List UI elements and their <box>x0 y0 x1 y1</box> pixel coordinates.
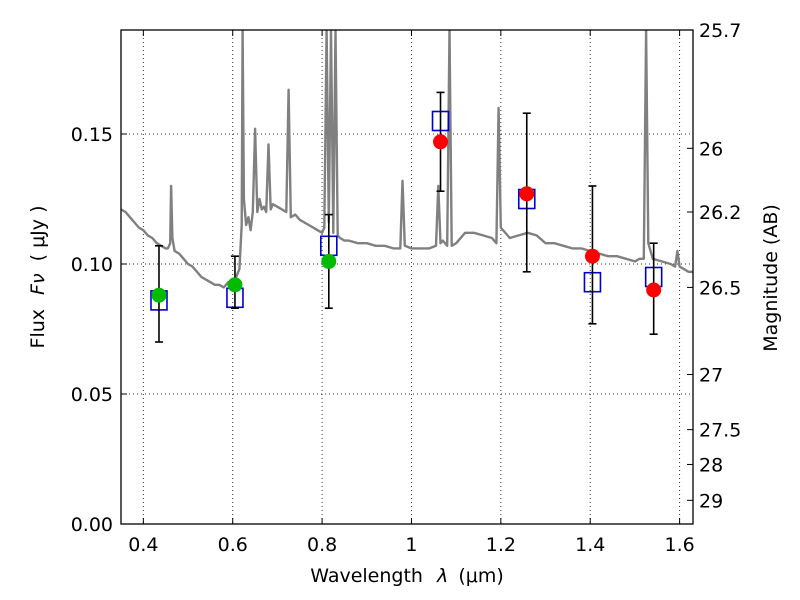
right-axis-title: Magnitude (AB) <box>760 204 782 352</box>
mag-tick-label: 25.7 <box>699 20 741 42</box>
spectrum-line <box>121 30 693 289</box>
plot-frame <box>120 29 694 525</box>
x-tick-label: 1.2 <box>486 534 516 556</box>
data-point <box>321 253 337 269</box>
x-axis-title-text: Wavelength <box>310 565 423 587</box>
mag-tick-label: 27 <box>699 365 723 387</box>
x-axis-title: Wavelength λ (μm) <box>310 565 503 587</box>
data-point <box>646 282 662 298</box>
mag-tick-label: 26 <box>699 138 723 160</box>
x-tick-label: 1 <box>405 534 417 556</box>
x-axis-title-unit: (μm) <box>458 565 503 587</box>
y-axis-title-text: Flux <box>27 309 49 349</box>
y-tick-label: 0.10 <box>71 254 113 276</box>
y-tick-label: 0.15 <box>71 124 113 146</box>
marker-layer <box>150 91 663 343</box>
x-axis-title-symbol: λ <box>436 565 448 587</box>
x-tick-label: 1.4 <box>575 534 605 556</box>
x-tick-label: 1.6 <box>664 534 694 556</box>
mag-tick-label: 26.2 <box>699 202 741 224</box>
x-tick-label: 0.8 <box>307 534 337 556</box>
y-axis-title: Flux Fν ( μJy ) <box>27 206 49 349</box>
grid-lines <box>121 30 693 525</box>
axis-ticks: 0.4 0.6 0.8 1 1.2 1.4 1.6 0.00 0.05 0.10 0.15 25.7 2… <box>71 20 742 556</box>
data-point <box>227 277 243 293</box>
mag-tick-label: 29 <box>699 490 723 512</box>
data-point <box>151 287 167 303</box>
mag-tick-label: 28 <box>699 454 723 476</box>
y-axis-title-unit: ( μJy ) <box>27 206 49 262</box>
data-point <box>519 186 535 202</box>
data-point <box>584 248 600 264</box>
x-tick-label: 0.6 <box>218 534 248 556</box>
mag-tick-label: 26.5 <box>699 277 741 299</box>
y-axis-title-symbol: Fν <box>27 273 49 295</box>
mag-tick-label: 27.5 <box>699 420 741 442</box>
plot-area <box>121 30 693 289</box>
data-point <box>433 134 449 150</box>
y-tick-label: 0.00 <box>71 514 113 536</box>
x-tick-label: 0.4 <box>128 534 158 556</box>
y-tick-label: 0.05 <box>71 384 113 406</box>
